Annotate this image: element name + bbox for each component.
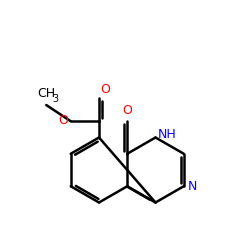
Text: N: N [188,180,197,193]
Text: O: O [122,104,132,118]
Text: CH: CH [37,87,55,100]
Text: 3: 3 [52,94,59,104]
Text: O: O [58,114,68,126]
Text: O: O [100,83,110,96]
Text: NH: NH [158,128,177,141]
